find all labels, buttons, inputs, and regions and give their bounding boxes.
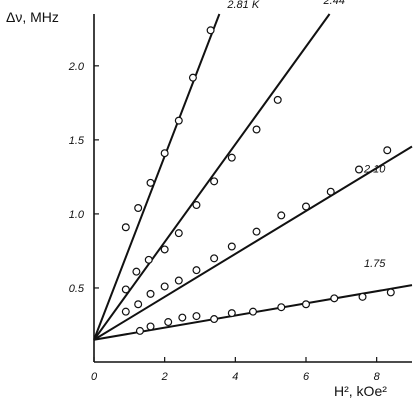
data-point — [277, 211, 286, 220]
fit-lines — [93, 13, 413, 341]
data-point — [192, 201, 201, 210]
data-point — [144, 255, 153, 264]
x-tick-label: 0 — [91, 371, 98, 383]
data-point — [174, 116, 183, 125]
data-point — [178, 313, 187, 322]
data-point — [192, 312, 201, 321]
data-point — [146, 322, 155, 331]
data-point — [227, 309, 236, 318]
data-point — [210, 177, 219, 186]
data-point — [132, 267, 141, 276]
data-point — [252, 125, 261, 134]
x-tick-label: 6 — [303, 371, 310, 383]
data-point — [383, 146, 392, 155]
data-point — [121, 223, 130, 232]
data-point — [302, 202, 311, 211]
data-point — [326, 187, 335, 196]
y-tick-label: 1.0 — [69, 209, 85, 221]
series-label: 1.75 — [364, 258, 386, 270]
fit-line — [93, 13, 331, 341]
data-point — [277, 303, 286, 312]
data-point — [273, 95, 282, 104]
data-point — [192, 266, 201, 275]
x-axis-title: H², kOe² — [334, 383, 387, 399]
data-point — [160, 282, 169, 291]
data-point — [160, 245, 169, 254]
x-tick-label: 2 — [161, 371, 168, 383]
data-point — [174, 276, 183, 285]
fit-line — [93, 145, 413, 341]
series-label: 2.44 — [323, 0, 345, 7]
y-tick-label: 2.0 — [68, 61, 85, 73]
y-tick-label: 0.5 — [69, 283, 85, 295]
data-point — [174, 229, 183, 238]
x-tick-label: 8 — [374, 371, 381, 383]
data-point — [302, 300, 311, 309]
y-tick-label: 1.5 — [69, 135, 85, 147]
data-point — [146, 178, 155, 187]
labels: Δν, MHz H², kOe² 2.81 K 2.44 2.10 1.75 — [6, 0, 387, 399]
y-axis-title: Δν, MHz — [6, 9, 59, 25]
series-label: 2.81 K — [226, 0, 259, 11]
data-point — [160, 149, 169, 158]
data-point — [121, 307, 130, 316]
data-point — [330, 294, 339, 303]
series-label: 2.10 — [363, 164, 386, 176]
data-point — [206, 26, 215, 35]
data-point — [386, 288, 395, 297]
data-points — [121, 26, 395, 335]
data-point — [210, 254, 219, 263]
data-point — [249, 307, 258, 316]
data-point — [164, 318, 173, 327]
data-point — [227, 153, 236, 162]
data-point — [252, 227, 261, 236]
data-point — [134, 203, 143, 212]
data-point — [135, 326, 144, 335]
x-tick-label: 4 — [232, 371, 238, 383]
data-point — [355, 165, 364, 174]
data-point — [358, 292, 367, 301]
data-point — [121, 285, 130, 294]
data-point — [134, 300, 143, 309]
data-point — [188, 73, 197, 82]
data-point — [227, 242, 236, 251]
data-point — [146, 289, 155, 298]
data-point — [210, 315, 219, 324]
fit-line — [93, 13, 221, 341]
axes: 0 2 4 6 8 0.5 1.0 1.5 2.0 — [68, 14, 412, 383]
